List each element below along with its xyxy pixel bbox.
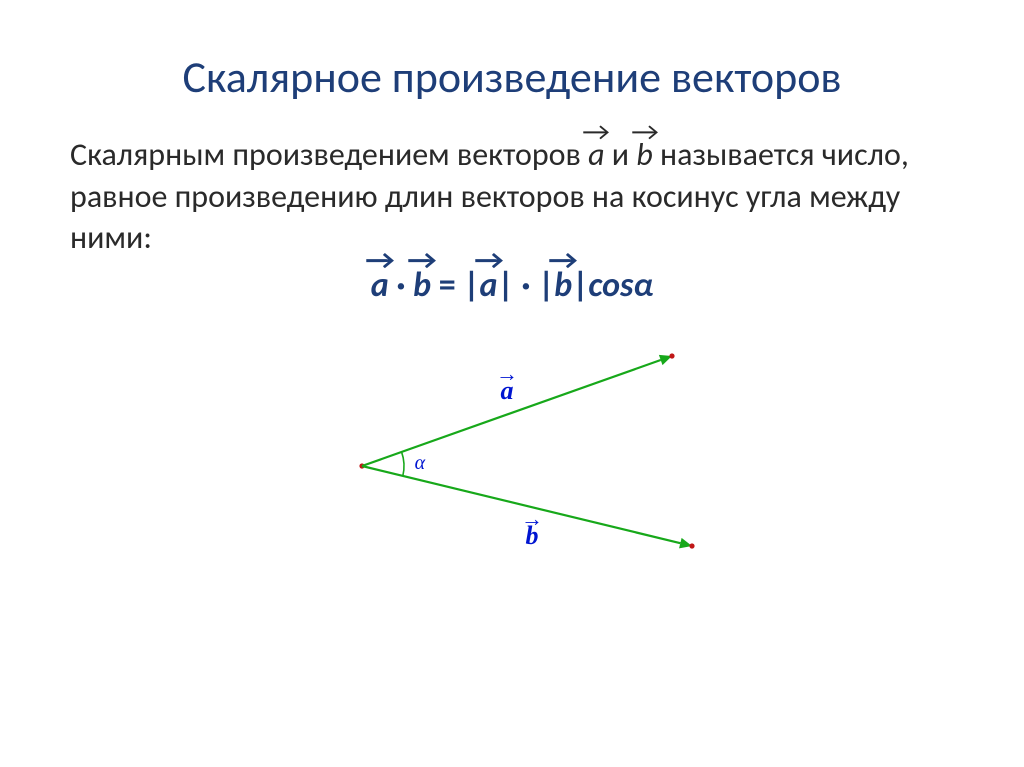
slide-title: Скалярное произведение векторов [0, 50, 1024, 134]
vector-a-inline: a [588, 134, 604, 176]
definition-text: Скалярным произведением векторов a и b н… [0, 134, 1024, 259]
formula-vec-b: b [413, 265, 431, 306]
vector-b-inline: b [636, 134, 652, 176]
vector-diagram: →a→bα [302, 316, 722, 576]
angle-arc [402, 452, 404, 476]
formula-eq: = | [431, 265, 479, 306]
formula-vec-a: a [371, 265, 389, 306]
slide: Скалярное произведение векторов Скалярны… [0, 0, 1024, 767]
formula: a · b = |a| · |b|cosα [0, 265, 1024, 306]
vector-b-tip-dot [689, 543, 694, 548]
label-alpha: α [415, 452, 426, 474]
vector-b-shaft [362, 466, 680, 543]
label-a: a [501, 376, 514, 405]
label-b: b [526, 521, 539, 550]
vector-a-tip-dot [669, 353, 674, 358]
formula-cos: cosα [588, 265, 653, 306]
diagram-container: →a→bα [0, 316, 1024, 576]
formula-vec-b2: b [554, 265, 572, 306]
def-pre: Скалярным произведением векторов [70, 135, 588, 174]
formula-vec-a2: a [480, 265, 498, 306]
formula-mid: | · | [498, 265, 555, 306]
